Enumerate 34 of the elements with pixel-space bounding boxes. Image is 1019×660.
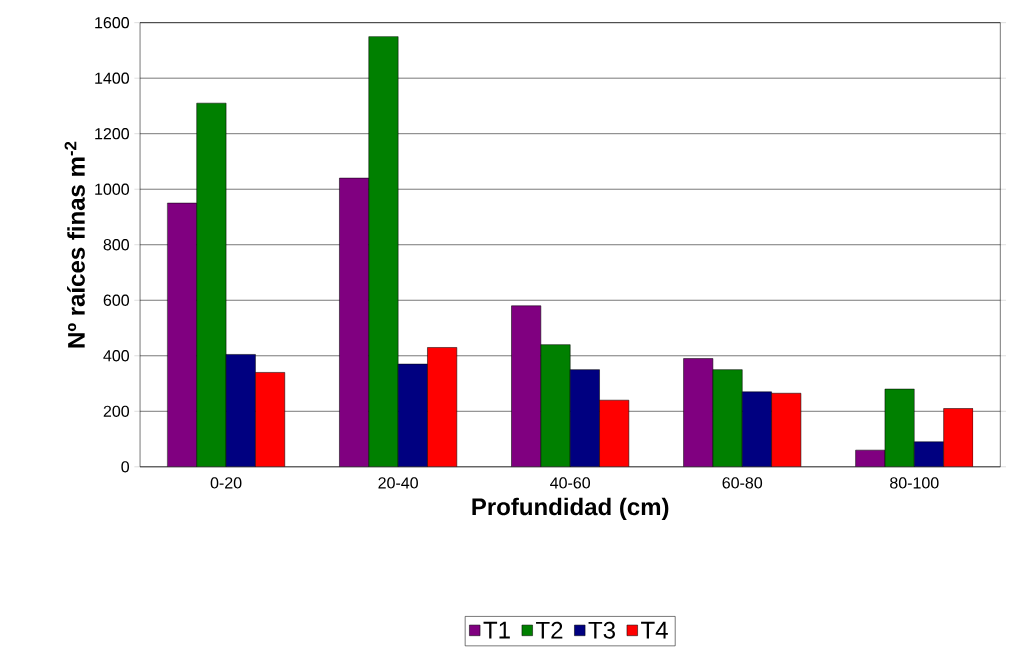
- bar: [397, 363, 428, 467]
- x-tick-label: 40-60: [550, 477, 591, 489]
- legend-label: T2: [536, 621, 563, 639]
- legend-label: T3: [588, 621, 615, 639]
- y-tick-label: 1400: [95, 72, 130, 84]
- y-tick-label: 0: [121, 461, 130, 473]
- y-tick-label: 600: [103, 294, 130, 306]
- x-tick-label: 80-100: [890, 477, 939, 489]
- bar: [712, 369, 743, 467]
- bar: [540, 344, 571, 467]
- bar: [339, 177, 370, 467]
- bar: [511, 305, 542, 467]
- bar: [225, 354, 256, 467]
- x-tick-label: 20-40: [378, 477, 418, 489]
- bar: [741, 391, 772, 467]
- bar: [884, 388, 915, 467]
- bar: [683, 358, 714, 467]
- legend-label: T4: [641, 621, 668, 639]
- y-tick-label: 1000: [95, 183, 130, 195]
- bar: [167, 202, 197, 467]
- bar: [914, 441, 944, 467]
- bar: [196, 102, 227, 467]
- y-tick-label: 1600: [95, 16, 130, 29]
- legend-label: T1: [483, 621, 510, 639]
- x-tick-label: 60-80: [722, 477, 763, 489]
- y-tick-label: 800: [103, 238, 130, 251]
- x-tick-label: 0-20: [210, 477, 242, 489]
- y-axis-title: Nº raíces finas m$^{-2}$: [64, 141, 85, 348]
- bar: [569, 369, 600, 467]
- y-tick-label: 400: [103, 350, 130, 362]
- y-tick-label: 1200: [95, 127, 130, 140]
- x-axis-title: Profundidad (cm): [472, 497, 669, 520]
- y-tick-label: 200: [103, 405, 130, 417]
- bar: [368, 36, 399, 467]
